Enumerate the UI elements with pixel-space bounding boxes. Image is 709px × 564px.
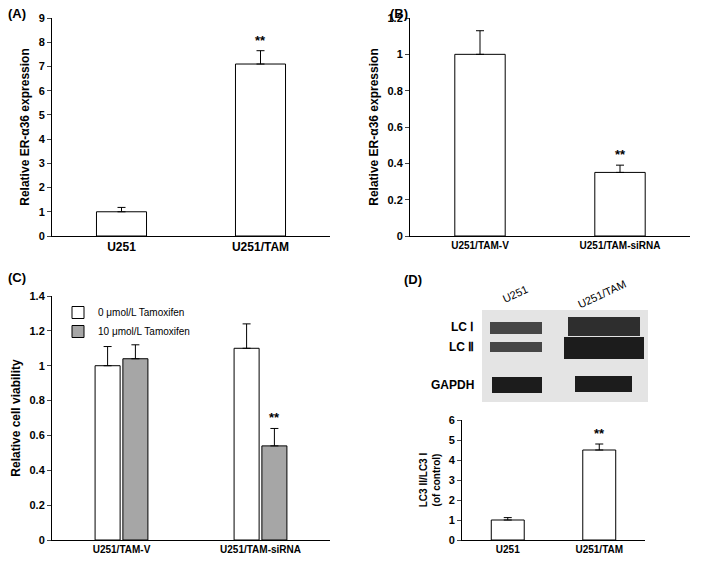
svg-text:0.4: 0.4 bbox=[30, 464, 46, 476]
svg-text:5: 5 bbox=[449, 434, 455, 446]
svg-text:(D): (D) bbox=[404, 272, 422, 287]
svg-text:**: ** bbox=[269, 410, 280, 425]
svg-text:U251/TAM: U251/TAM bbox=[232, 240, 289, 254]
svg-text:LC Ⅱ: LC Ⅱ bbox=[449, 340, 474, 354]
svg-text:0: 0 bbox=[449, 534, 455, 546]
svg-text:(C): (C) bbox=[8, 270, 26, 285]
svg-text:0: 0 bbox=[39, 230, 45, 242]
svg-text:0.6: 0.6 bbox=[30, 429, 45, 441]
svg-text:7: 7 bbox=[39, 60, 45, 72]
svg-text:1: 1 bbox=[39, 360, 45, 372]
svg-text:0.2: 0.2 bbox=[30, 499, 45, 511]
svg-text:U251/TAM-V: U251/TAM-V bbox=[451, 240, 509, 251]
svg-text:0: 0 bbox=[397, 230, 403, 242]
svg-text:3: 3 bbox=[39, 157, 45, 169]
svg-text:1: 1 bbox=[397, 48, 403, 60]
svg-text:8: 8 bbox=[39, 36, 45, 48]
svg-text:0.8: 0.8 bbox=[30, 394, 45, 406]
svg-text:2: 2 bbox=[449, 494, 455, 506]
svg-text:**: ** bbox=[594, 426, 605, 441]
svg-text:Relative ER-α36 expression: Relative ER-α36 expression bbox=[367, 48, 381, 205]
svg-text:U251: U251 bbox=[501, 283, 530, 305]
svg-text:0.8: 0.8 bbox=[388, 85, 403, 97]
svg-text:Relative ER-α36 expression: Relative ER-α36 expression bbox=[18, 48, 32, 205]
svg-text:1.2: 1.2 bbox=[30, 325, 45, 337]
svg-text:**: ** bbox=[255, 33, 266, 48]
svg-text:LC Ⅰ: LC Ⅰ bbox=[451, 320, 474, 334]
svg-text:0: 0 bbox=[39, 534, 45, 546]
svg-text:U251/TAM: U251/TAM bbox=[575, 544, 623, 555]
svg-text:U251/TAM-siRNA: U251/TAM-siRNA bbox=[220, 544, 301, 555]
svg-text:GAPDH: GAPDH bbox=[431, 378, 474, 392]
svg-text:9: 9 bbox=[39, 12, 45, 24]
svg-text:**: ** bbox=[615, 147, 626, 162]
svg-text:1: 1 bbox=[39, 206, 45, 218]
svg-text:U251/TAM: U251/TAM bbox=[576, 278, 628, 311]
svg-text:1.2: 1.2 bbox=[388, 12, 403, 24]
svg-text:6: 6 bbox=[39, 85, 45, 97]
svg-text:4: 4 bbox=[449, 454, 456, 466]
svg-text:LC3 II/LC3 I(of control): LC3 II/LC3 I(of control) bbox=[418, 453, 442, 508]
svg-text:U251/TAM-siRNA: U251/TAM-siRNA bbox=[580, 240, 661, 251]
svg-text:Relative cell viability: Relative cell viability bbox=[9, 359, 23, 477]
svg-text:0.6: 0.6 bbox=[388, 121, 403, 133]
svg-text:(B): (B) bbox=[390, 6, 408, 21]
svg-text:U251: U251 bbox=[107, 240, 136, 254]
svg-text:0.4: 0.4 bbox=[388, 157, 404, 169]
svg-text:U251: U251 bbox=[496, 544, 520, 555]
svg-text:10 μmol/L Tamoxifen: 10 μmol/L Tamoxifen bbox=[98, 326, 190, 337]
svg-text:5: 5 bbox=[39, 109, 45, 121]
svg-text:4: 4 bbox=[39, 133, 46, 145]
svg-text:2: 2 bbox=[39, 181, 45, 193]
svg-text:(A): (A) bbox=[8, 6, 26, 21]
svg-text:0 μmol/L Tamoxifen: 0 μmol/L Tamoxifen bbox=[98, 307, 184, 318]
svg-text:U251/TAM-V: U251/TAM-V bbox=[93, 544, 151, 555]
svg-text:3: 3 bbox=[449, 474, 455, 486]
svg-text:0.2: 0.2 bbox=[388, 194, 403, 206]
svg-text:6: 6 bbox=[449, 414, 455, 426]
svg-text:1.4: 1.4 bbox=[30, 290, 46, 302]
svg-text:1: 1 bbox=[449, 514, 455, 526]
